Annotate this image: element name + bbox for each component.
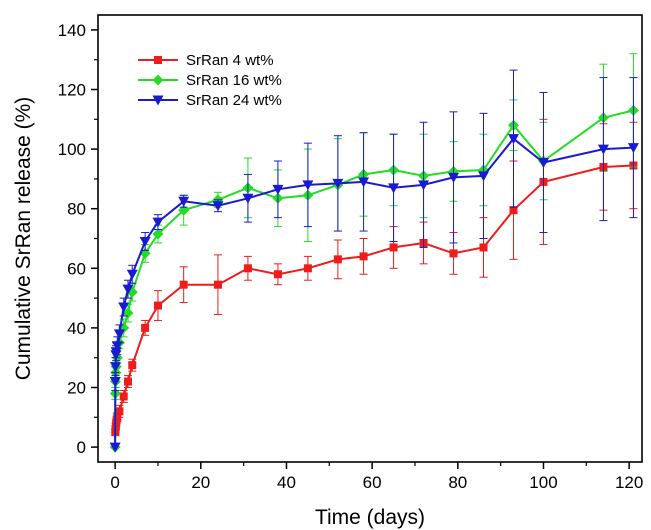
- data-point: [272, 184, 284, 195]
- y-tick-label: 20: [67, 379, 86, 398]
- x-axis-title: Time (days): [315, 506, 425, 529]
- series-line: [114, 164, 634, 433]
- data-point: [110, 347, 122, 358]
- data-point: [388, 183, 400, 194]
- legend-marker: [152, 95, 164, 106]
- data-point: [153, 301, 162, 310]
- axes: 0 20 40 60 80 100 120 0 20 40 60 80 100 120 140: [58, 14, 643, 492]
- series-3: [109, 69, 639, 453]
- data-point: [358, 177, 370, 188]
- data-point: [418, 180, 430, 191]
- legend-label: SrRan 4 wt%: [186, 52, 274, 69]
- data-point: [141, 323, 150, 332]
- x-tick-label: 100: [529, 473, 557, 492]
- legend-item-3: SrRan 24 wt%: [138, 92, 282, 109]
- x-tick-label: 60: [363, 473, 382, 492]
- series-1: [111, 118, 638, 437]
- data-point: [449, 249, 458, 258]
- data-point: [303, 264, 312, 273]
- x-tick-label: 20: [191, 473, 210, 492]
- series-line: [114, 109, 634, 448]
- data-point: [122, 284, 134, 295]
- data-point: [128, 361, 137, 370]
- legend-label: SrRan 24 wt%: [186, 92, 282, 109]
- legend-label: SrRan 16 wt%: [186, 72, 282, 89]
- data-point: [333, 255, 342, 264]
- data-point: [243, 264, 252, 273]
- x-tick-label: 120: [615, 473, 643, 492]
- data-point: [478, 171, 490, 182]
- data-point: [118, 302, 130, 313]
- legend-marker: [152, 74, 164, 86]
- y-tick-label: 140: [58, 21, 86, 40]
- data-point: [109, 377, 121, 388]
- data-point: [213, 280, 222, 289]
- data-point: [479, 243, 488, 252]
- x-tick-label: 0: [110, 473, 119, 492]
- legend-marker: [154, 56, 162, 64]
- data-point: [389, 243, 398, 252]
- y-tick-label: 120: [58, 81, 86, 100]
- data-point: [179, 280, 188, 289]
- data-point: [152, 228, 164, 240]
- data-point: [113, 413, 122, 422]
- plot-frame: [97, 14, 643, 463]
- data-point: [113, 329, 125, 340]
- data-point: [111, 341, 123, 352]
- y-tick-label: 60: [67, 259, 86, 278]
- data-point: [212, 201, 224, 212]
- data-point: [115, 407, 124, 416]
- plot-area: [109, 53, 639, 453]
- y-tick-label: 80: [67, 200, 86, 219]
- data-point: [139, 236, 151, 247]
- x-tick-label: 80: [448, 473, 467, 492]
- y-axis-title: Cumulative SrRan release (%): [12, 97, 35, 381]
- data-point: [537, 158, 549, 169]
- data-point: [332, 178, 344, 189]
- data-point: [597, 144, 609, 155]
- data-point: [273, 270, 282, 279]
- data-point: [109, 362, 121, 373]
- series-line: [114, 137, 634, 448]
- data-point: [126, 269, 138, 280]
- legend: SrRan 4 wt% SrRan 16 wt% SrRan 24 wt%: [138, 52, 282, 109]
- x-tick-label: 40: [277, 473, 296, 492]
- data-point: [507, 134, 519, 145]
- y-tick-label: 40: [67, 319, 86, 338]
- y-tick-label: 0: [77, 438, 86, 457]
- data-point: [178, 196, 190, 207]
- data-point: [109, 442, 121, 453]
- data-point: [242, 193, 254, 204]
- data-point: [119, 392, 128, 401]
- data-point: [302, 180, 314, 191]
- data-point: [359, 252, 368, 261]
- data-point: [152, 217, 164, 228]
- data-point: [627, 143, 639, 154]
- data-point: [509, 206, 518, 215]
- y-tick-label: 100: [58, 140, 86, 159]
- legend-item-1: SrRan 4 wt%: [138, 52, 274, 69]
- legend-item-2: SrRan 16 wt%: [138, 72, 282, 89]
- data-point: [448, 172, 460, 183]
- data-point: [123, 377, 132, 386]
